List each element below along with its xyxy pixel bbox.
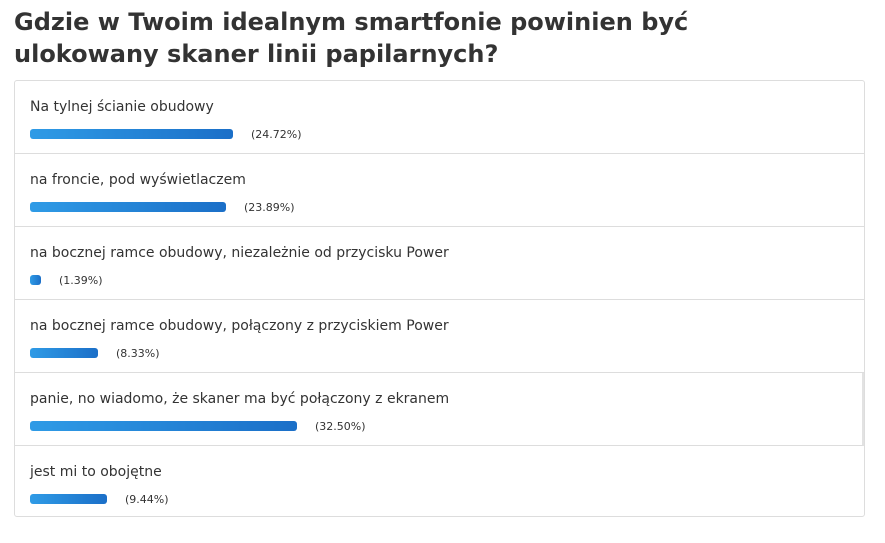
poll-option-bar bbox=[30, 129, 233, 139]
poll-option-bar bbox=[30, 275, 41, 285]
poll-option-percent: (32.50%) bbox=[315, 419, 366, 433]
poll-option-label: na froncie, pod wyświetlaczem bbox=[30, 172, 246, 188]
poll-option-label: panie, no wiadomo, że skaner ma być połą… bbox=[30, 391, 450, 407]
poll-option-label: na bocznej ramce obudowy, niezależnie od… bbox=[30, 245, 449, 261]
poll-option-result: (1.39%) bbox=[30, 273, 103, 287]
poll-option: Na tylnej ścianie obudowy (24.72%) bbox=[15, 81, 864, 154]
poll-option: na froncie, pod wyświetlaczem (23.89%) bbox=[15, 154, 864, 227]
poll-title: Gdzie w Twoim idealnym smartfonie powini… bbox=[14, 6, 874, 70]
poll-option-label: jest mi to obojętne bbox=[30, 464, 162, 480]
poll-option-percent: (9.44%) bbox=[125, 492, 169, 506]
poll-option-result: (32.50%) bbox=[30, 419, 366, 433]
poll-option-bar bbox=[30, 202, 226, 212]
poll-option: jest mi to obojętne (9.44%) bbox=[15, 446, 864, 516]
poll-title-line-2: ulokowany skaner linii papilarnych? bbox=[14, 40, 499, 68]
poll-results: Na tylnej ścianie obudowy (24.72%) na fr… bbox=[14, 80, 865, 517]
poll-option-percent: (8.33%) bbox=[116, 346, 160, 360]
poll-option: na bocznej ramce obudowy, połączony z pr… bbox=[15, 300, 864, 373]
poll-option-percent: (23.89%) bbox=[244, 200, 295, 214]
poll-option-bar bbox=[30, 421, 297, 431]
poll-title-line-1: Gdzie w Twoim idealnym smartfonie powini… bbox=[14, 8, 689, 36]
poll-option-bar bbox=[30, 494, 107, 504]
poll-option-result: (24.72%) bbox=[30, 127, 302, 141]
poll-option-percent: (24.72%) bbox=[251, 127, 302, 141]
poll-option: panie, no wiadomo, że skaner ma być połą… bbox=[15, 373, 864, 446]
poll-option-result: (9.44%) bbox=[30, 492, 169, 506]
poll-option: na bocznej ramce obudowy, niezależnie od… bbox=[15, 227, 864, 300]
poll-option-percent: (1.39%) bbox=[59, 273, 103, 287]
poll-option-result: (8.33%) bbox=[30, 346, 160, 360]
poll-option-result: (23.89%) bbox=[30, 200, 295, 214]
poll-option-label: na bocznej ramce obudowy, połączony z pr… bbox=[30, 318, 449, 334]
poll-option-bar bbox=[30, 348, 98, 358]
poll-option-label: Na tylnej ścianie obudowy bbox=[30, 99, 214, 115]
